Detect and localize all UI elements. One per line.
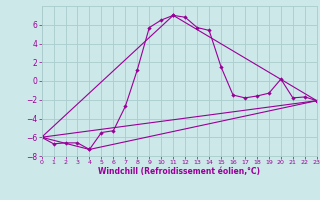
X-axis label: Windchill (Refroidissement éolien,°C): Windchill (Refroidissement éolien,°C) bbox=[98, 167, 260, 176]
